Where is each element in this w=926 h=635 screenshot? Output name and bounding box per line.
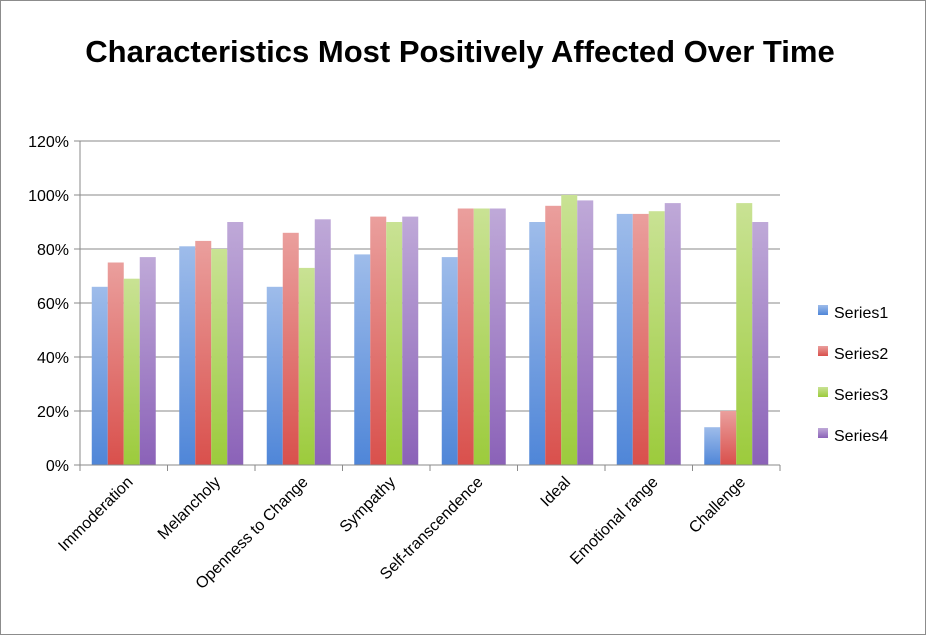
y-tick-label: 120% xyxy=(28,134,69,151)
legend-swatch xyxy=(818,305,828,315)
bar-series2 xyxy=(107,262,124,465)
bar-series4 xyxy=(139,257,156,465)
bar-series3 xyxy=(123,278,140,465)
legend-swatch xyxy=(818,387,828,397)
chart-title: Characteristics Most Positively Affected… xyxy=(85,34,835,69)
category-label: Immoderation xyxy=(55,474,136,555)
y-tick-label: 0% xyxy=(46,458,69,475)
legend-label: Series2 xyxy=(834,346,888,363)
bar-series1 xyxy=(529,222,546,465)
legend-swatch xyxy=(818,346,828,356)
bar-series3 xyxy=(386,222,403,465)
bar-series1 xyxy=(441,257,458,465)
bar-series1 xyxy=(91,286,108,465)
y-tick-label: 80% xyxy=(37,242,69,259)
bar-series4 xyxy=(752,222,769,465)
bar-series2 xyxy=(195,240,212,465)
bar-series2 xyxy=(282,232,299,465)
category-label: Challenge xyxy=(686,474,749,537)
bar-series3 xyxy=(298,267,315,465)
y-tick-label: 40% xyxy=(37,350,69,367)
bar-series4 xyxy=(489,208,506,465)
bar-series2 xyxy=(720,411,737,465)
legend-swatch xyxy=(818,428,828,438)
bar-series3 xyxy=(736,203,753,465)
bar-series4 xyxy=(664,203,681,465)
bar-series1 xyxy=(179,246,196,465)
bar-series2 xyxy=(370,216,387,465)
y-tick-label: 20% xyxy=(37,404,69,421)
bar-series4 xyxy=(402,216,419,465)
bar-series2 xyxy=(632,213,649,465)
bar-series2 xyxy=(545,205,562,466)
bar-series1 xyxy=(616,213,633,465)
category-label: Sympathy xyxy=(337,474,399,536)
legend-label: Series4 xyxy=(834,428,888,445)
legend-label: Series3 xyxy=(834,387,888,404)
category-label: Emotional range xyxy=(567,474,661,568)
bar-series2 xyxy=(457,208,474,465)
category-label: Ideal xyxy=(538,474,575,511)
y-tick-label: 100% xyxy=(28,188,69,205)
bar-series1 xyxy=(266,286,283,465)
bar-series4 xyxy=(314,219,331,465)
bar-series3 xyxy=(473,208,490,465)
bar-series3 xyxy=(561,195,578,465)
y-tick-label: 60% xyxy=(37,296,69,313)
bar-series4 xyxy=(227,222,244,465)
category-label: Melancholy xyxy=(155,474,224,543)
legend-label: Series1 xyxy=(834,305,888,322)
bar-series3 xyxy=(211,249,228,465)
bar-series4 xyxy=(577,200,594,465)
bar-series3 xyxy=(648,211,665,465)
bar-series1 xyxy=(354,254,371,465)
bar-series1 xyxy=(704,427,721,465)
